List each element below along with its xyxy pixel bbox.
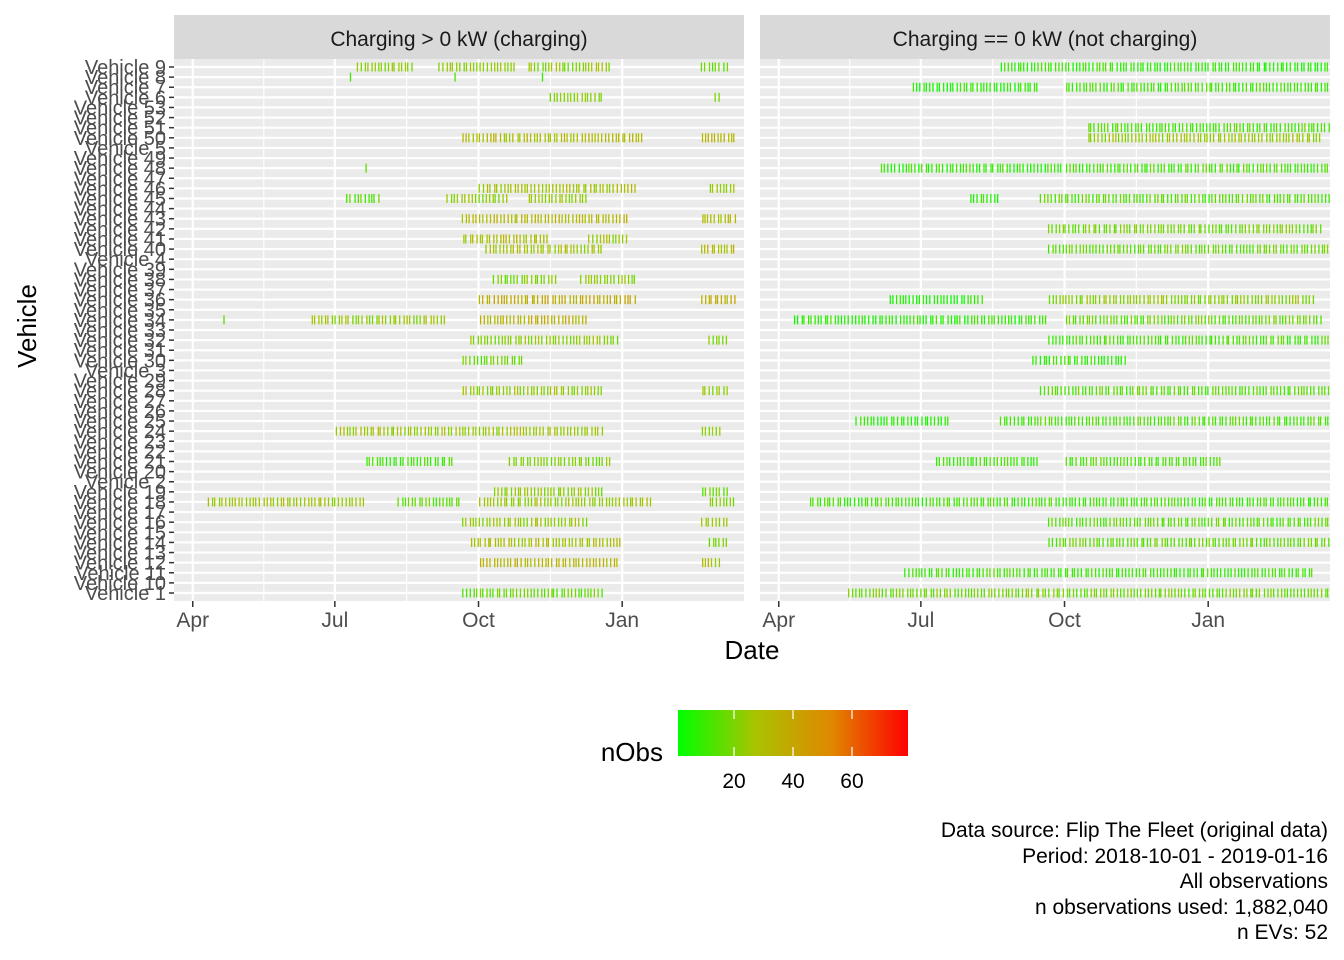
y-tick-label: Vehicle 6 (85, 87, 166, 109)
y-tick-label: Vehicle 49 (74, 148, 166, 170)
x-tick-label: Apr (762, 609, 795, 632)
y-tick-label: Vehicle 21 (74, 452, 166, 474)
y-tick-label: Vehicle 48 (74, 158, 166, 180)
legend-tick-label: 20 (722, 770, 745, 793)
facet-panel: Charging == 0 kW (not charging) (760, 15, 1330, 601)
caption-period: Period: 2018-10-01 - 2019-01-16 (1022, 844, 1328, 868)
y-tick-label: Vehicle 27 (74, 391, 166, 413)
x-tick-label: Jan (605, 609, 639, 632)
y-tick-label: Vehicle 20 (74, 462, 166, 484)
caption-source: Data source: Flip The Fleet (original da… (940, 819, 1328, 842)
x-tick-label: Jul (907, 609, 934, 632)
facet-panel: Charging > 0 kW (charging) (174, 15, 744, 601)
y-tick-label: Vehicle 9 (85, 57, 166, 79)
legend: nObs 20 40 60 (601, 710, 908, 793)
caption-n-observations: n observations used: 1,882,040 (1034, 895, 1328, 919)
y-tick-label: Vehicle 36 (74, 290, 166, 312)
x-tick-label: Jan (1191, 609, 1225, 632)
y-tick-label: Vehicle 32 (74, 330, 166, 352)
y-tick-label: Vehicle 3 (85, 360, 166, 382)
y-tick-label: Vehicle 2 (85, 472, 166, 494)
y-tick-label: Vehicle 29 (74, 371, 166, 393)
x-tick-label: Apr (176, 609, 209, 632)
y-tick-label: Vehicle 24 (74, 421, 166, 443)
legend-tick-label: 40 (781, 770, 804, 793)
y-tick-label: Vehicle 52 (74, 108, 166, 130)
y-tick-label: Vehicle 23 (74, 431, 166, 453)
y-tick-label: Vehicle 19 (74, 482, 166, 504)
y-tick-label: Vehicle 25 (74, 411, 166, 433)
facet-strip (174, 15, 744, 59)
y-tick-label: Vehicle 13 (74, 543, 166, 565)
y-tick-label: Vehicle 8 (85, 67, 166, 89)
y-tick-label: Vehicle 16 (74, 512, 166, 534)
y-tick-label: Vehicle 38 (74, 269, 166, 291)
y-tick-label: Vehicle 35 (74, 300, 166, 322)
y-tick-label: Vehicle 40 (74, 239, 166, 261)
y-tick-label: Vehicle 17 (74, 502, 166, 524)
y-tick-label: Vehicle 43 (74, 209, 166, 231)
y-tick-label: Vehicle 22 (74, 441, 166, 463)
y-tick-label: Vehicle 50 (74, 128, 166, 150)
legend-tick-label: 60 (840, 770, 863, 793)
facet-strip-label: Charging > 0 kW (charging) (330, 28, 587, 51)
caption-observations: All observations (1179, 870, 1328, 893)
y-tick-label: Vehicle 53 (74, 97, 166, 119)
x-tick-label: Jul (321, 609, 348, 632)
y-tick-label: Vehicle 33 (74, 320, 166, 342)
y-tick-label: Vehicle 18 (74, 492, 166, 514)
y-tick-label: Vehicle 4 (85, 249, 166, 271)
y-tick-label: Vehicle 44 (74, 199, 166, 221)
y-tick-label: Vehicle 39 (74, 259, 166, 281)
y-tick-label: Vehicle 34 (74, 310, 166, 332)
x-tick-label: Oct (462, 609, 495, 632)
x-tick-label: Oct (1048, 609, 1081, 632)
y-tick-label: Vehicle 46 (74, 178, 166, 200)
y-tick-label: Vehicle 1 (85, 583, 166, 605)
y-tick-label: Vehicle 37 (74, 280, 166, 302)
facet-strip (760, 15, 1330, 59)
y-tick-label: Vehicle 31 (74, 340, 166, 362)
y-tick-label: Vehicle 14 (74, 532, 166, 554)
facet-strip-label: Charging == 0 kW (not charging) (893, 28, 1198, 51)
x-axis-title: Date (725, 635, 780, 665)
y-tick-label: Vehicle 30 (74, 350, 166, 372)
y-tick-label: Vehicle 45 (74, 189, 166, 211)
y-axis-title: Vehicle (12, 284, 42, 368)
legend-title: nObs (601, 737, 663, 767)
y-tick-label: Vehicle 11 (75, 563, 166, 585)
y-tick-label: Vehicle 15 (74, 522, 166, 544)
caption: Data source: Flip The Fleet (original da… (941, 818, 1328, 946)
y-tick-label: Vehicle 42 (74, 219, 166, 241)
y-tick-label: Vehicle 41 (74, 229, 166, 251)
y-tick-label: Vehicle 47 (74, 168, 166, 190)
caption-n-evs: n EVs: 52 (1236, 921, 1328, 944)
y-tick-label: Vehicle 12 (74, 553, 166, 575)
y-tick-label: Vehicle 10 (74, 573, 166, 595)
y-tick-label: Vehicle 5 (85, 138, 166, 160)
y-tick-label: Vehicle 26 (74, 401, 166, 423)
y-tick-label: Vehicle 28 (74, 381, 166, 403)
y-tick-label: Vehicle 51 (74, 118, 166, 140)
y-tick-label: Vehicle 7 (85, 77, 166, 99)
